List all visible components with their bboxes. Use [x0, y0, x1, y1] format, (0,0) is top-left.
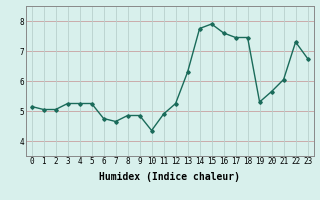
X-axis label: Humidex (Indice chaleur): Humidex (Indice chaleur) — [99, 172, 240, 182]
